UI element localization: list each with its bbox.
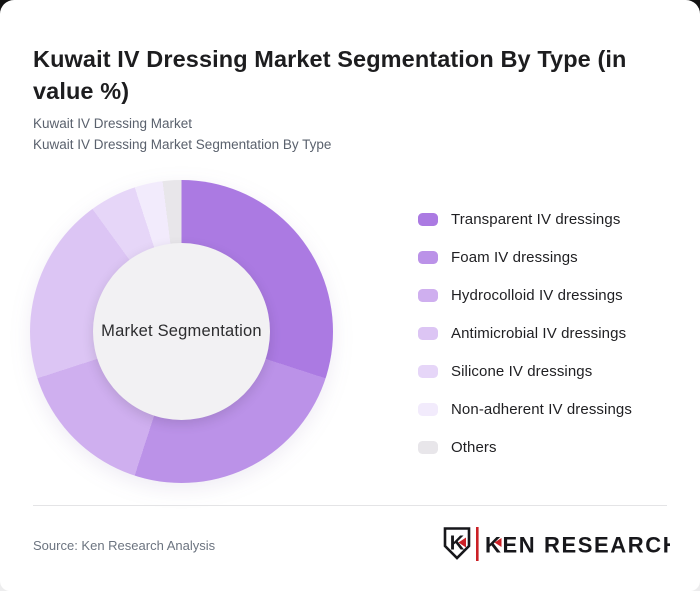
legend-item: Hydrocolloid IV dressings bbox=[418, 276, 632, 314]
subtitle-line-2: Kuwait IV Dressing Market Segmentation B… bbox=[33, 137, 332, 152]
legend-item: Silicone IV dressings bbox=[418, 352, 632, 390]
footer-divider bbox=[33, 505, 667, 506]
legend-label: Hydrocolloid IV dressings bbox=[451, 286, 623, 304]
legend-label: Non-adherent IV dressings bbox=[451, 400, 632, 418]
donut-chart: Market Segmentation bbox=[30, 180, 333, 483]
legend-swatch bbox=[418, 288, 438, 302]
legend-swatch bbox=[418, 364, 438, 378]
legend-item: Foam IV dressings bbox=[418, 238, 632, 276]
legend-label: Silicone IV dressings bbox=[451, 362, 593, 380]
legend-swatch bbox=[418, 326, 438, 340]
donut-center: Market Segmentation bbox=[93, 243, 270, 420]
legend-label: Antimicrobial IV dressings bbox=[451, 324, 627, 342]
page-title: Kuwait IV Dressing Market Segmentation B… bbox=[33, 45, 627, 104]
svg-text:K: K bbox=[450, 533, 465, 555]
subtitle-line-1: Kuwait IV Dressing Market bbox=[33, 116, 193, 131]
legend-swatch bbox=[418, 212, 438, 226]
legend-item: Antimicrobial IV dressings bbox=[418, 314, 632, 352]
legend-swatch bbox=[418, 402, 438, 416]
chart-legend: Transparent IV dressings Foam IV dressin… bbox=[418, 200, 632, 466]
legend-label: Transparent IV dressings bbox=[451, 210, 621, 228]
source-note: Source: Ken Research Analysis bbox=[33, 538, 216, 553]
legend-swatch bbox=[418, 440, 438, 454]
legend-item: Others bbox=[418, 428, 632, 466]
ken-research-logo: K KEN RESEARCH bbox=[442, 526, 679, 569]
legend-swatch bbox=[418, 250, 438, 264]
legend-label: Others bbox=[451, 438, 497, 456]
legend-label: Foam IV dressings bbox=[451, 248, 578, 266]
subtitle-block: Kuwait IV Dressing Market Kuwait IV Dres… bbox=[33, 113, 658, 155]
logo-wordmark: KEN RESEARCH bbox=[485, 533, 670, 558]
donut-center-label: Market Segmentation bbox=[101, 322, 262, 340]
legend-item: Transparent IV dressings bbox=[418, 200, 632, 238]
ken-research-logo-icon: K KEN RESEARCH bbox=[443, 527, 679, 561]
legend-item: Non-adherent IV dressings bbox=[418, 390, 632, 428]
